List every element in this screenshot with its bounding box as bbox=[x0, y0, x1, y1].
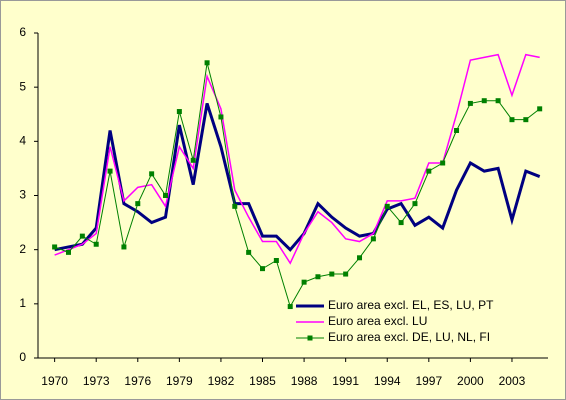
marker bbox=[107, 168, 113, 174]
marker bbox=[260, 266, 266, 272]
x-tick-label: 1973 bbox=[83, 374, 110, 388]
marker bbox=[163, 193, 168, 198]
x-tick-label: 1979 bbox=[166, 374, 193, 388]
marker bbox=[93, 241, 99, 247]
marker bbox=[135, 201, 141, 207]
marker bbox=[343, 271, 349, 277]
x-tick-label: 1994 bbox=[374, 374, 401, 388]
y-tick-label: 4 bbox=[19, 134, 26, 148]
y-tick-label: 1 bbox=[19, 296, 26, 310]
y-tick-label: 6 bbox=[19, 25, 26, 39]
x-tick-label: 2000 bbox=[457, 374, 484, 388]
marker bbox=[52, 244, 58, 250]
x-tick-label: 1988 bbox=[291, 374, 318, 388]
marker bbox=[287, 304, 293, 310]
marker bbox=[440, 160, 446, 166]
marker bbox=[370, 236, 376, 242]
marker bbox=[454, 128, 460, 133]
marker bbox=[495, 98, 501, 104]
x-tick-label: 1985 bbox=[249, 374, 276, 388]
marker bbox=[481, 98, 487, 104]
marker bbox=[523, 117, 529, 123]
marker bbox=[315, 274, 321, 280]
marker bbox=[232, 203, 238, 209]
x-tick-label: 1997 bbox=[415, 374, 442, 388]
x-tick-label: 1991 bbox=[332, 374, 359, 388]
marker bbox=[467, 100, 473, 106]
marker bbox=[149, 171, 155, 177]
marker bbox=[357, 255, 363, 261]
marker bbox=[121, 244, 127, 250]
marker bbox=[329, 271, 335, 277]
y-tick-label: 5 bbox=[19, 79, 26, 93]
marker bbox=[190, 157, 196, 163]
y-tick-label: 3 bbox=[19, 188, 26, 202]
legend-marker bbox=[307, 335, 313, 341]
legend-label: Euro area excl. DE, LU, NL, FI bbox=[328, 330, 490, 344]
marker bbox=[273, 258, 279, 263]
marker bbox=[398, 220, 404, 226]
legend-label: Euro area excl. EL, ES, LU, PT bbox=[328, 298, 494, 312]
line-series bbox=[54, 62, 540, 308]
marker bbox=[301, 279, 307, 285]
marker bbox=[412, 201, 418, 207]
marker bbox=[384, 203, 390, 209]
marker bbox=[246, 249, 252, 255]
marker bbox=[509, 117, 515, 123]
line-series bbox=[54, 53, 540, 265]
marker bbox=[218, 114, 224, 120]
x-tick-label: 1970 bbox=[41, 374, 68, 388]
x-tick-label: 2003 bbox=[499, 374, 526, 388]
marker bbox=[204, 60, 210, 66]
x-tick-label: 1982 bbox=[208, 374, 235, 388]
y-tick-label: 2 bbox=[19, 242, 26, 256]
y-tick-label: 0 bbox=[19, 350, 26, 364]
marker bbox=[176, 109, 182, 115]
marker bbox=[426, 168, 432, 174]
x-tick-label: 1976 bbox=[124, 374, 151, 388]
legend-label: Euro area excl. LU bbox=[328, 314, 427, 328]
marker bbox=[79, 233, 85, 239]
marker bbox=[537, 106, 543, 112]
marker bbox=[65, 249, 71, 255]
